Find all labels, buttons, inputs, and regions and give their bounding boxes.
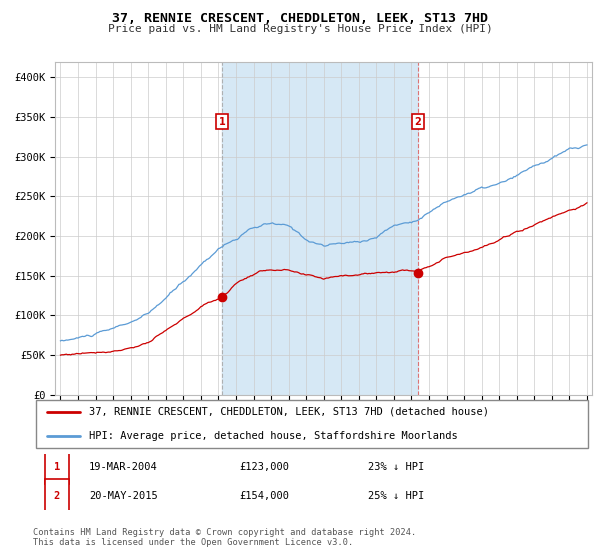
Text: £123,000: £123,000	[239, 462, 289, 472]
Text: Contains HM Land Registry data © Crown copyright and database right 2024.
This d: Contains HM Land Registry data © Crown c…	[33, 528, 416, 547]
Text: Price paid vs. HM Land Registry's House Price Index (HPI): Price paid vs. HM Land Registry's House …	[107, 24, 493, 34]
Text: 37, RENNIE CRESCENT, CHEDDLETON, LEEK, ST13 7HD: 37, RENNIE CRESCENT, CHEDDLETON, LEEK, S…	[112, 12, 488, 25]
Text: 37, RENNIE CRESCENT, CHEDDLETON, LEEK, ST13 7HD (detached house): 37, RENNIE CRESCENT, CHEDDLETON, LEEK, S…	[89, 407, 489, 417]
Text: HPI: Average price, detached house, Staffordshire Moorlands: HPI: Average price, detached house, Staf…	[89, 431, 458, 441]
FancyBboxPatch shape	[36, 400, 588, 448]
Text: 2: 2	[415, 116, 421, 127]
FancyBboxPatch shape	[45, 479, 69, 513]
Text: 19-MAR-2004: 19-MAR-2004	[89, 462, 158, 472]
FancyBboxPatch shape	[45, 450, 69, 484]
Text: 25% ↓ HPI: 25% ↓ HPI	[368, 491, 424, 501]
Text: 23% ↓ HPI: 23% ↓ HPI	[368, 462, 424, 472]
Text: 1: 1	[219, 116, 226, 127]
Text: £154,000: £154,000	[239, 491, 289, 501]
Text: 1: 1	[54, 462, 60, 472]
Bar	[222, 62, 418, 395]
Text: 20-MAY-2015: 20-MAY-2015	[89, 491, 158, 501]
Text: 2: 2	[54, 491, 60, 501]
